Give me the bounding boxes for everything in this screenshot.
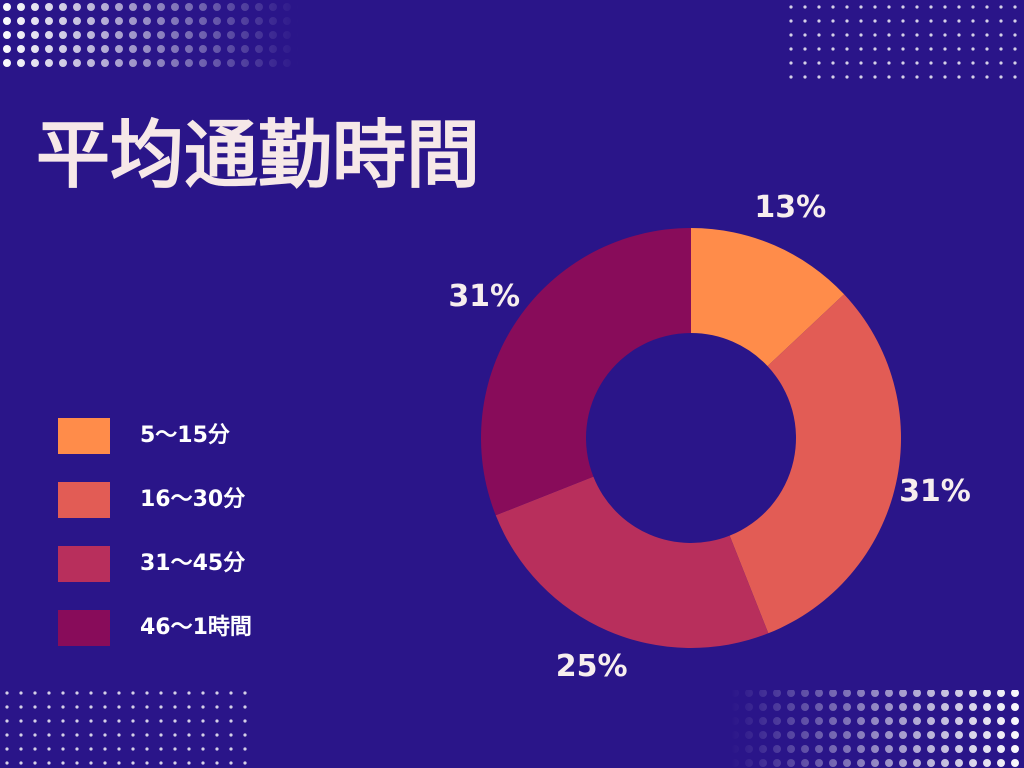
legend-swatch <box>58 418 110 454</box>
data-label: 31% <box>448 279 520 314</box>
decoration-dots <box>780 0 1024 80</box>
legend-swatch <box>58 482 110 518</box>
legend-label: 5〜15分 <box>140 423 230 448</box>
decoration-dots <box>0 0 300 70</box>
decoration-dots <box>730 690 1024 768</box>
legend-label: 31〜45分 <box>140 551 245 576</box>
decoration-dots <box>0 690 250 768</box>
chart-title: 平均通勤時間 <box>36 113 480 199</box>
donut-segment <box>691 228 845 367</box>
donut-segment <box>481 228 691 516</box>
data-label: 13% <box>754 190 826 225</box>
legend-label: 46〜1時間 <box>140 615 252 640</box>
data-label: 25% <box>556 649 628 684</box>
legend-label: 16〜30分 <box>140 487 245 512</box>
donut-segment <box>495 476 769 648</box>
donut-segment <box>729 294 902 634</box>
data-label: 31% <box>899 474 971 509</box>
legend-swatch <box>58 546 110 582</box>
legend-swatch <box>58 610 110 646</box>
